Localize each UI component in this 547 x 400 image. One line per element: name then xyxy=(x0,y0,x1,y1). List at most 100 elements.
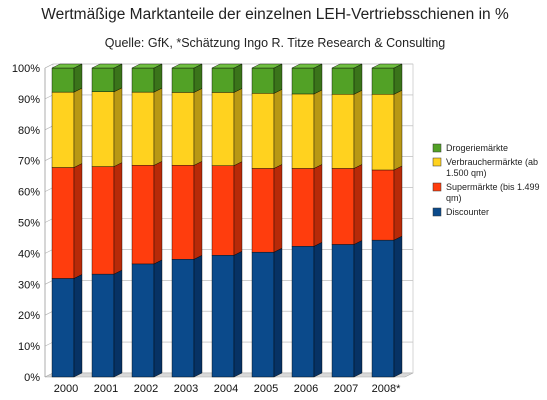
bar-segment xyxy=(131,263,155,378)
bar-segment-side xyxy=(153,161,163,265)
bar-stack xyxy=(91,63,123,378)
bar-segment-side xyxy=(233,250,243,378)
bar-segment xyxy=(211,165,235,256)
legend-label: Discounter xyxy=(446,207,489,217)
bar-segment-side xyxy=(193,88,203,166)
x-tick-label: 2008* xyxy=(372,383,401,395)
bar-segment-side xyxy=(393,63,403,95)
x-tick-label: 2006 xyxy=(294,383,318,395)
chart-title: Wertmäßige Marktanteile der einzelnen LE… xyxy=(41,6,509,23)
bar-segment-side xyxy=(73,163,83,279)
y-tick-label: 10% xyxy=(18,341,40,353)
gridline-side xyxy=(44,249,54,254)
bar-segment xyxy=(91,166,115,275)
bar-segment-top xyxy=(211,63,243,69)
x-tick-label: 2003 xyxy=(174,383,198,395)
bar-segment-side xyxy=(113,63,123,93)
bar-stack xyxy=(291,63,323,378)
bar-segment-side xyxy=(393,89,403,171)
bar-stack xyxy=(211,63,243,378)
x-tick-label: 2000 xyxy=(54,383,78,395)
bar-segment xyxy=(211,92,235,166)
legend-swatch xyxy=(432,143,442,153)
bar-segment-side xyxy=(233,63,243,93)
bar-stack xyxy=(131,63,163,378)
legend: Drogeriemärkte Verbrauchermärkte (ab1.500… xyxy=(432,143,540,217)
bar-segment xyxy=(171,92,195,166)
bar-segment-top xyxy=(291,63,323,69)
legend-item: Drogeriemärkte xyxy=(432,143,508,153)
bar-segment xyxy=(371,67,395,95)
bar-segment-top xyxy=(331,63,363,69)
x-tick-label: 2004 xyxy=(214,383,238,395)
bar-segment xyxy=(131,67,155,93)
legend-swatch xyxy=(432,157,442,167)
bar-segment-side xyxy=(113,269,123,378)
bar-segment xyxy=(251,168,275,253)
bar-segment-side xyxy=(313,241,323,378)
bar-segment-side xyxy=(153,87,163,166)
bar-segment-side xyxy=(153,63,163,93)
legend-item: Verbrauchermärkte (ab1.500 qm) xyxy=(432,157,538,178)
bar-segment xyxy=(211,255,235,378)
bar-segment xyxy=(51,167,75,279)
bar-segment-top xyxy=(171,63,203,69)
legend-swatch xyxy=(432,182,442,192)
bar-segment-top xyxy=(91,63,123,69)
bar-stack xyxy=(251,63,283,378)
legend-label: qm) xyxy=(446,193,462,203)
bar-segment-side xyxy=(233,161,243,256)
bar-segment xyxy=(251,67,275,94)
bar-segment-side xyxy=(193,254,203,378)
bar-segment-side xyxy=(313,63,323,95)
bar-segment xyxy=(371,169,395,241)
bar-segment xyxy=(291,67,315,95)
bar-stack xyxy=(171,63,203,378)
bar-segment xyxy=(371,239,395,378)
y-tick-label: 100% xyxy=(12,63,40,75)
y-tick-label: 50% xyxy=(18,218,40,230)
bar-segment-side xyxy=(73,274,83,378)
bar-segment xyxy=(371,94,395,171)
gridline-side xyxy=(44,341,54,347)
bar-segment-side xyxy=(353,63,363,95)
y-tick-label: 70% xyxy=(18,156,40,168)
bar-segment-side xyxy=(353,164,363,245)
bar-segment xyxy=(91,67,115,92)
gridline-side xyxy=(44,310,54,316)
bar-segment-side xyxy=(233,88,243,166)
x-tick-label: 2002 xyxy=(134,383,158,395)
legend-swatch xyxy=(432,207,442,217)
bar-segment xyxy=(131,91,155,166)
legend-label: Verbrauchermärkte (ab xyxy=(446,157,538,167)
gridline-side xyxy=(44,218,54,223)
legend-item: Discounter xyxy=(432,207,489,217)
bar-segment xyxy=(171,259,195,378)
bar-segment-side xyxy=(273,63,283,94)
bar-segment-top xyxy=(131,63,163,69)
bar-segment-top xyxy=(51,63,83,69)
y-tick-label: 60% xyxy=(18,187,40,199)
plot-top-edge xyxy=(44,63,54,69)
bar-segment xyxy=(131,165,155,265)
bar-segment-side xyxy=(113,87,123,167)
y-tick-label: 30% xyxy=(18,279,40,291)
bar-segment-side xyxy=(153,259,163,378)
gridline-side xyxy=(44,280,54,285)
bar-segment xyxy=(91,91,115,167)
y-tick-label: 40% xyxy=(18,248,40,260)
bar-segment xyxy=(331,67,355,95)
bar-stack xyxy=(51,63,83,378)
chart-subtitle: Quelle: GfK, *Schätzung Ingo R. Titze Re… xyxy=(105,36,446,50)
bar-segment xyxy=(251,93,275,169)
y-tick-label: 0% xyxy=(24,372,40,384)
legend-label: Supermärkte (bis 1.499 xyxy=(446,182,540,192)
gridline-side xyxy=(44,125,54,131)
x-tick-label: 2005 xyxy=(254,383,278,395)
bar-segment-top xyxy=(251,63,283,69)
bar-segment-side xyxy=(273,89,283,169)
bar-segment xyxy=(291,168,315,247)
bar-segment-side xyxy=(313,164,323,247)
